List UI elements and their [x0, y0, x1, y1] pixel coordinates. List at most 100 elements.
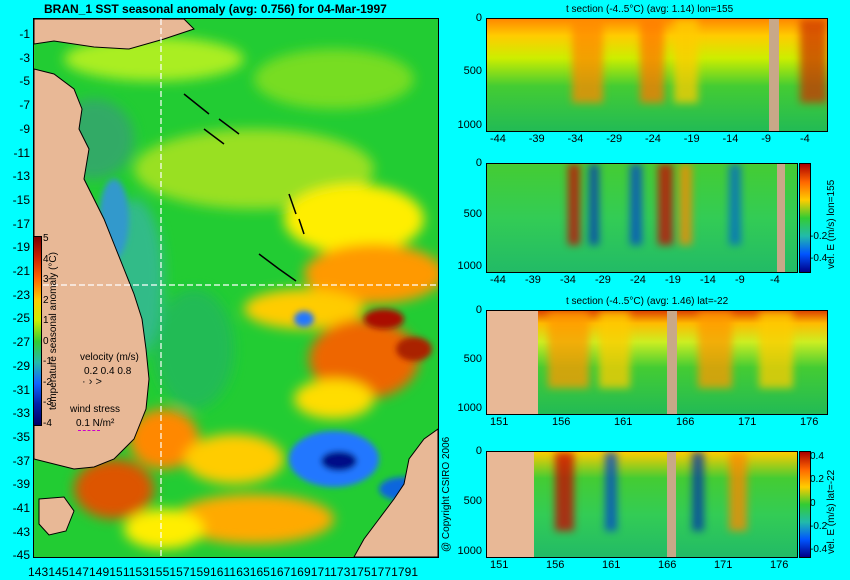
velocity-colorbar-tick: -0.2	[810, 521, 828, 532]
lon-tick-labels: 1431451471491511531551571591611631651671…	[28, 565, 419, 579]
lat-tick-label: -37	[12, 453, 30, 468]
lat-tick-label: -33	[12, 406, 30, 421]
section-x-tick-label: -14	[722, 133, 739, 145]
section-feature	[697, 311, 732, 389]
depth-tick-label: 500	[463, 208, 482, 221]
section-x-tick-label: -39	[528, 133, 545, 145]
lat-tick-label: -35	[12, 429, 30, 444]
wind-legend-arrow	[78, 430, 100, 431]
lat-tick-label: -7	[19, 98, 30, 113]
lat-tick-label: -45	[12, 548, 30, 563]
lat-tick-label: -9	[19, 121, 30, 136]
section-feature	[728, 452, 748, 531]
lat-tick-label: -5	[19, 74, 30, 89]
depth-tick-label: 500	[463, 495, 482, 507]
wind-legend-value: 0.1 N/m²	[76, 418, 115, 429]
section-mask	[769, 19, 780, 131]
section-feature	[629, 164, 642, 245]
new-caledonia-land	[258, 253, 297, 282]
section-feature	[674, 19, 698, 103]
section-feature	[728, 164, 742, 245]
sst-anomaly-highlights	[99, 179, 432, 501]
velocity-colorbar-tick: -0.4	[810, 253, 828, 264]
section-x-tick-label: -14	[700, 274, 716, 286]
section-x-tick-label: 166	[658, 559, 677, 571]
lat-tick-label: -25	[12, 311, 30, 326]
depth-tick-label: 0	[475, 304, 482, 316]
velocity-colorbar-label: vel. E (m/s) lon=155	[826, 179, 837, 269]
section-feature	[657, 164, 673, 245]
lat-tick-label: -41	[12, 501, 30, 515]
section-x-tick-label: -24	[645, 133, 661, 145]
section-x-tick-label: 156	[546, 559, 565, 571]
sst-colorbar-tick: -3	[43, 397, 52, 408]
velocity-legend-values: 0.2 0.4 0.8	[84, 366, 132, 377]
section-feature	[799, 19, 827, 103]
velocity-colorbar-tick: -0.4	[810, 544, 828, 556]
section-x-tick-label: 171	[714, 559, 733, 571]
depth-tick-label: 1000	[457, 545, 482, 557]
section-x-tick-label: 176	[770, 559, 789, 571]
depth-tick-label: 0	[475, 157, 482, 169]
section-x-tick-label: -29	[606, 133, 623, 145]
section-x-tick-label: 161	[614, 416, 633, 428]
copyright-text: @ Copyright CSIRO 2006	[441, 436, 452, 552]
section-feature	[572, 19, 603, 103]
section-feature	[589, 164, 599, 245]
section-x-tick-label: -4	[800, 133, 810, 145]
section-x-tick-label: -9	[735, 274, 745, 286]
solomon-islands	[183, 93, 240, 145]
sst-colorbar-tick: 0	[43, 335, 49, 347]
velocity-colorbar-tick: 0	[810, 497, 816, 509]
sst-anomaly-map[interactable]	[33, 18, 439, 558]
lat-tick-label: -15	[12, 192, 30, 207]
section-feature	[599, 311, 630, 389]
section-mask	[776, 164, 785, 272]
lat-tick-label: -3	[19, 50, 30, 65]
sst-colorbar	[33, 236, 42, 426]
section-panel-1[interactable]	[486, 18, 828, 132]
section-title: t section (-4..5°C) (avg: 1.46) lat=-22	[566, 296, 729, 307]
velocity-colorbar-tick: 0.2	[810, 474, 824, 486]
sst-colorbar-tick: -2	[43, 376, 52, 388]
sst-colorbar-tick: 4	[43, 253, 49, 265]
sst-colorbar-tick: 3	[43, 274, 49, 285]
section-x-tick-label: -34	[567, 133, 584, 145]
lat-tick-label: -11	[13, 145, 30, 160]
sst-colorbar-tick: 5	[43, 233, 49, 244]
depth-tick-label: 500	[463, 353, 482, 366]
velocity-colorbar-tick: 0.4	[810, 451, 824, 462]
section-x-tick-label: 161	[602, 559, 621, 571]
section-x-tick-label: -4	[770, 274, 780, 286]
depth-tick-label: 1000	[457, 118, 482, 131]
depth-tick-label: 1000	[457, 402, 482, 415]
new-zealand-land	[353, 428, 438, 557]
section-feature	[555, 452, 574, 531]
sst-colorbar-tick: 2	[43, 294, 49, 306]
lat-tick-label: -21	[12, 264, 30, 278]
velocity-colorbar	[799, 163, 811, 273]
section-x-tick-label: -24	[630, 274, 646, 286]
main-title: BRAN_1 SST seasonal anomaly (avg: 0.756)…	[44, 2, 387, 16]
section-title: t section (-4..5°C) (avg: 1.14) lon=155	[566, 4, 734, 15]
lat-tick-label: -43	[12, 524, 30, 539]
section-panel-4[interactable]	[486, 451, 798, 558]
lat-tick-label: -1	[19, 27, 30, 41]
section-panel-2[interactable]	[486, 163, 798, 273]
lat-tick-label: -31	[12, 382, 30, 397]
tasmania-land	[38, 496, 75, 536]
section-panel-3[interactable]	[486, 310, 828, 415]
velocity-legend-title: velocity (m/s)	[80, 352, 139, 363]
section-x-tick-label: 171	[738, 416, 757, 428]
section-feature	[640, 19, 664, 103]
velocity-colorbar	[799, 451, 811, 558]
velocity-colorbar-tick: -0.2	[810, 231, 828, 242]
lat-tick-label: -29	[12, 358, 30, 373]
section-x-tick-label: -9	[761, 133, 772, 145]
vanuatu-islands	[288, 193, 305, 235]
section-mask	[667, 311, 678, 414]
depth-tick-label: 500	[463, 65, 482, 78]
section-x-tick-label: -19	[665, 274, 681, 286]
depth-tick-label: 1000	[457, 259, 482, 272]
lat-tick-label: -19	[12, 240, 30, 255]
